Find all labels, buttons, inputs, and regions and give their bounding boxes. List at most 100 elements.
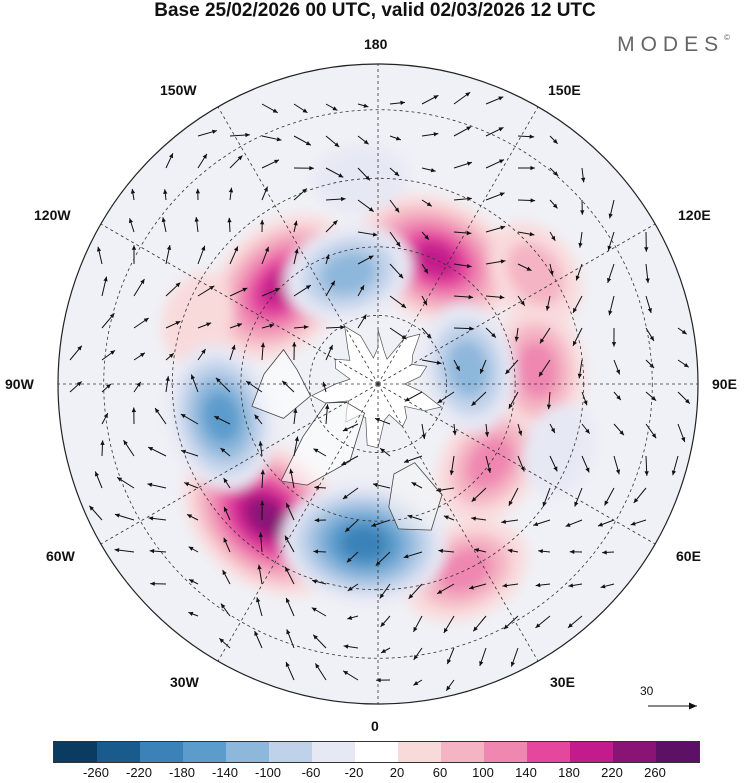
wind-arrow xyxy=(421,359,442,365)
wind-arrow xyxy=(261,135,282,142)
wind-arrow xyxy=(69,381,82,393)
wind-arrow xyxy=(453,294,474,300)
wind-arrow xyxy=(147,446,167,457)
wind-arrow xyxy=(114,547,135,553)
wind-arrow xyxy=(114,513,135,521)
wind-arrow xyxy=(357,255,374,265)
wind-arrow xyxy=(538,359,551,377)
wind-arrow xyxy=(261,246,269,265)
wind-arrow xyxy=(223,506,231,521)
wind-arrow xyxy=(549,167,559,177)
negative-anomaly xyxy=(284,225,413,322)
wind-arrow xyxy=(342,487,359,500)
wind-arrow xyxy=(96,246,103,265)
wind-arrow xyxy=(597,519,615,527)
wind-arrow xyxy=(197,129,218,137)
wind-arrow xyxy=(293,165,314,171)
wind-arrow xyxy=(645,391,657,401)
wind-arrow xyxy=(229,246,239,265)
meridian xyxy=(377,383,539,662)
wind-arrow xyxy=(261,103,278,114)
wind-arrow xyxy=(161,217,167,233)
wind-arrow xyxy=(347,583,359,592)
wind-arrow xyxy=(645,263,650,284)
colorbar-tick-label: -260 xyxy=(82,765,110,780)
wind-arrow xyxy=(403,455,423,463)
colorbar-swatch xyxy=(312,742,355,762)
wind-arrow xyxy=(131,245,137,265)
lon-label-0: 0 xyxy=(371,718,379,734)
map-disc xyxy=(58,64,698,704)
wind-arrow xyxy=(436,583,455,595)
colorbar-swatch xyxy=(613,742,656,762)
wind-arrow xyxy=(374,417,391,425)
wind-arrow xyxy=(165,352,175,361)
wind-arrow xyxy=(259,219,265,233)
wind-arrow xyxy=(101,349,116,361)
wind-arrow xyxy=(293,248,299,265)
wind-arrow xyxy=(223,537,231,553)
wind-arrow xyxy=(608,295,615,316)
wind-arrow xyxy=(389,263,404,279)
wind-arrow xyxy=(517,423,523,436)
wind-arrow xyxy=(677,327,687,335)
wind-arrow xyxy=(380,615,391,628)
wind-arrow xyxy=(613,391,622,401)
wind-arrow xyxy=(677,359,690,368)
wind-arrow xyxy=(581,455,590,473)
wind-arrow xyxy=(645,423,657,439)
map-title: Base 25/02/2026 00 UTC, valid 02/03/2026… xyxy=(154,0,596,21)
wind-arrow xyxy=(188,546,199,553)
wind-arrow xyxy=(549,263,554,276)
wind-arrow xyxy=(421,167,436,173)
positive-anomaly xyxy=(489,222,582,326)
wind-arrow xyxy=(485,192,505,201)
wind-arrow xyxy=(165,320,181,329)
colorbar-swatch xyxy=(355,742,398,762)
colorbar-swatch xyxy=(484,742,527,762)
wind-arrow xyxy=(325,103,338,111)
wind-arrow xyxy=(453,230,472,236)
wind-arrow xyxy=(403,551,423,559)
wind-arrow xyxy=(254,414,263,425)
colorbar-tick-label: 140 xyxy=(515,765,537,780)
wind-arrow xyxy=(453,263,472,269)
wind-arrow xyxy=(485,225,506,233)
wind-arrow xyxy=(325,344,333,361)
wind-arrow xyxy=(312,634,327,649)
wind-arrow xyxy=(572,327,583,347)
wind-arrow xyxy=(343,644,359,649)
wind-arrow xyxy=(474,548,487,553)
meridian xyxy=(377,106,539,385)
wind-arrow xyxy=(505,359,519,375)
wind-arrow xyxy=(313,448,327,457)
wind-arrow xyxy=(503,615,519,630)
wind-arrow xyxy=(357,135,369,145)
wind-arrow xyxy=(485,259,506,265)
colorbar-swatch xyxy=(441,742,484,762)
wind-arrow xyxy=(443,515,455,521)
wind-arrow xyxy=(545,295,551,311)
wind-arrow xyxy=(613,423,625,436)
wind-arrow xyxy=(229,323,243,329)
wind-arrow xyxy=(325,404,330,425)
wind-arrow xyxy=(472,615,487,632)
wind-arrow xyxy=(580,199,585,215)
wind-arrow xyxy=(578,231,583,248)
wind-arrow xyxy=(163,189,168,201)
latitude-circle xyxy=(240,246,516,522)
wind-arrow xyxy=(227,217,232,233)
wind-arrow xyxy=(222,569,231,585)
lon-label-180: 180 xyxy=(364,36,388,52)
meridian xyxy=(217,383,379,662)
wind-arrow xyxy=(408,583,423,600)
anomaly-contour xyxy=(313,145,407,214)
wind-arrow xyxy=(293,408,298,425)
wind-arrow xyxy=(325,219,338,233)
wind-arrow xyxy=(581,167,586,183)
wind-arrow xyxy=(197,153,208,169)
wind-arrow xyxy=(507,548,519,553)
wind-arrow xyxy=(380,647,391,654)
wind-arrow xyxy=(311,607,327,617)
wind-arrow xyxy=(133,352,146,361)
